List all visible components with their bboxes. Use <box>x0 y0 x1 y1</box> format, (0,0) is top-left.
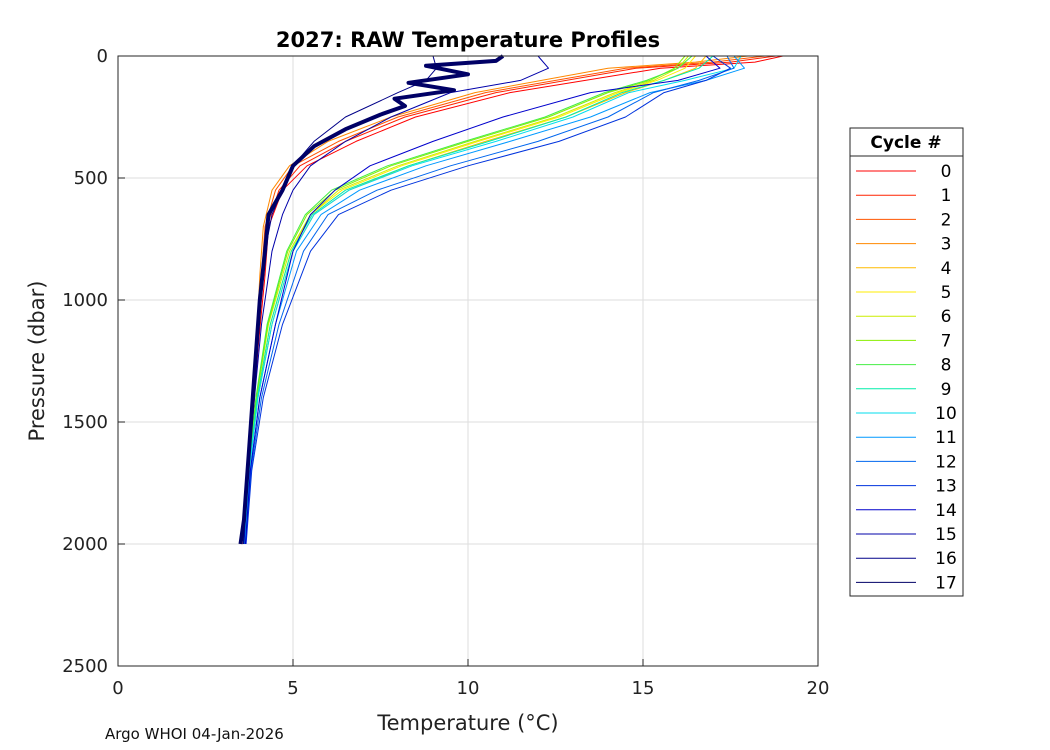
x-tick-labels: 0 5 10 15 20 <box>112 659 829 699</box>
y-tick-label: 1000 <box>62 290 108 311</box>
legend-label-cycle-2: 2 <box>941 210 952 230</box>
series-layer <box>238 54 784 545</box>
legend-title: Cycle # <box>870 133 941 153</box>
x-tick-label: 20 <box>807 678 830 699</box>
y-tick-labels: 0 500 1000 1500 2000 2500 <box>62 46 125 677</box>
legend-label-cycle-9: 9 <box>941 380 952 400</box>
series-line-cycle-14 <box>244 55 721 545</box>
legend-label-cycle-11: 11 <box>935 428 957 448</box>
x-tick-label: 15 <box>632 678 655 699</box>
legend-label-cycle-3: 3 <box>941 235 952 255</box>
y-tick-label: 500 <box>74 168 108 189</box>
footer-credit: Argo WHOI 04-Jan-2026 <box>105 725 284 743</box>
legend-label-cycle-0: 0 <box>941 162 952 182</box>
legend-label-cycle-13: 13 <box>935 477 957 497</box>
y-tick-label: 1500 <box>62 412 108 433</box>
y-axis-label: Pressure (dbar) <box>25 281 49 442</box>
series-line-cycle-12 <box>245 55 735 545</box>
legend-label-cycle-16: 16 <box>935 549 957 569</box>
series-line-cycle-13 <box>245 55 731 545</box>
y-tick-label: 2000 <box>62 534 108 555</box>
legend-label-cycle-8: 8 <box>941 356 952 376</box>
y-tick-label: 2500 <box>62 656 108 677</box>
legend-label-cycle-7: 7 <box>941 331 952 351</box>
legend-label-cycle-17: 17 <box>935 573 957 593</box>
legend-label-cycle-1: 1 <box>941 186 952 206</box>
series-line-cycle-17 <box>238 54 505 545</box>
legend-label-cycle-10: 10 <box>935 404 957 424</box>
x-tick-label: 5 <box>287 678 298 699</box>
series-line-cycle-9 <box>243 55 714 545</box>
legend-label-cycle-15: 15 <box>935 525 957 545</box>
chart-title: 2027: RAW Temperature Profiles <box>276 28 660 52</box>
legend-box <box>849 127 964 597</box>
x-tick-label: 0 <box>112 678 123 699</box>
series-line-cycle-8 <box>243 55 693 545</box>
legend-label-cycle-4: 4 <box>941 259 952 279</box>
series-line-cycle-15 <box>243 55 549 545</box>
legend-label-cycle-12: 12 <box>935 452 957 472</box>
y-tick-label: 0 <box>97 46 108 67</box>
legend-label-cycle-6: 6 <box>941 307 952 327</box>
x-tick-label: 10 <box>457 678 480 699</box>
x-axis-label: Temperature (°C) <box>376 711 558 735</box>
series-line-cycle-10 <box>244 55 742 545</box>
legend-label-cycle-14: 14 <box>935 501 957 521</box>
legend-label-cycle-5: 5 <box>941 283 952 303</box>
